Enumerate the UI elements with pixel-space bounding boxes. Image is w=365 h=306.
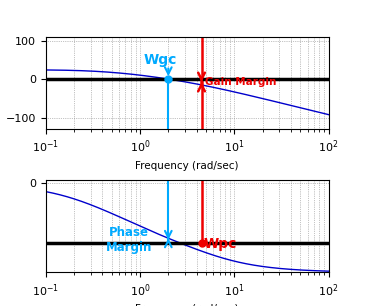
X-axis label: Frequency (rad/sec): Frequency (rad/sec) <box>135 304 239 306</box>
Text: Phase
Margin: Phase Margin <box>105 226 152 255</box>
Text: Wgc: Wgc <box>144 53 177 67</box>
Text: Wpc: Wpc <box>204 237 237 251</box>
X-axis label: Frequency (rad/sec): Frequency (rad/sec) <box>135 161 239 171</box>
Text: Gain Margin: Gain Margin <box>205 77 276 87</box>
